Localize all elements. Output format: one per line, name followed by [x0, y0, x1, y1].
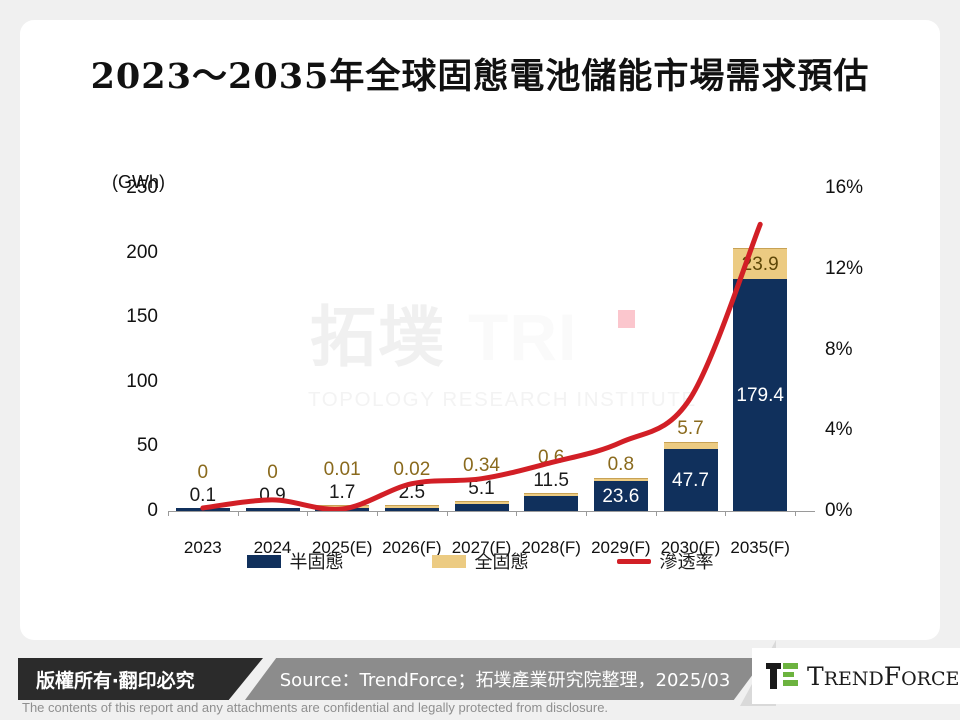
bar-label-all-solid: 23.9: [741, 253, 779, 275]
trendforce-logo-text: TRENDFORCE: [807, 661, 960, 691]
bar-label-all-solid: 0.34: [463, 455, 500, 477]
copyright-text: 版權所有‧翻印必究: [36, 669, 195, 692]
bar-label-all-solid: 0.02: [393, 458, 431, 480]
bar-segment-all-solid: [663, 442, 718, 450]
legend-label: 半固態: [289, 552, 344, 573]
page-title: 2023～2035年全球固態電池儲能市場需求預估: [90, 56, 870, 97]
bar-label-all-solid: 5.7: [677, 418, 704, 440]
x-axis-tick-2029F: 2029(F): [591, 538, 651, 557]
legend-item-3[interactable]: 滲透率: [616, 548, 714, 574]
legend-swatch: [246, 554, 281, 568]
y-axis-tick-left: 250: [126, 177, 158, 198]
bar-label-all-solid: 0: [197, 462, 209, 483]
legend-item-2[interactable]: 全固態: [431, 548, 529, 574]
bar-segment-all-solid: [454, 501, 509, 505]
x-axis-tickmark: [586, 511, 587, 516]
x-axis-tick-2028F: 2028(F): [521, 538, 581, 557]
copyright-ribbon: 版權所有‧翻印必究: [18, 658, 263, 700]
bar-group: 47.7 5.7: [663, 188, 718, 511]
bar-label-semi-solid: 5.1: [468, 478, 495, 500]
bar-group: 1.7 0.01: [315, 188, 370, 511]
bar-label-semi-solid: 47.7: [672, 470, 709, 492]
bar-segment-all-solid: [593, 477, 648, 481]
bar-label-semi-solid: 11.5: [533, 470, 569, 492]
bar-label-semi-solid: 1.7: [328, 482, 356, 503]
footer: 版權所有‧翻印必究 Source：TrendForce；拓墣產業研究院整理，20…: [0, 640, 960, 720]
y-axis-tick-right: 8%: [825, 338, 853, 360]
x-axis-tick-2025E: 2025(E): [311, 538, 373, 557]
bar-segment-semi-solid: [593, 480, 648, 511]
bar-label-all-solid: 0.8: [607, 453, 635, 475]
legend-label: 全固態: [474, 552, 529, 573]
legend-swatch: [431, 554, 466, 568]
source-ribbon: Source：TrendForce；拓墣產業研究院整理，2025/03: [245, 658, 765, 700]
x-axis-tick-2035F: 2035(F): [730, 538, 790, 557]
bar-group: 5.1 0.34: [454, 188, 509, 511]
bar-group: 2.5 0.02: [384, 188, 439, 511]
legend-item-1[interactable]: 半固態: [246, 548, 344, 574]
bar-segment-all-solid: [384, 504, 439, 508]
y-axis-tick-left: 200: [126, 241, 158, 263]
x-axis-tick-2027F: 2027(F): [451, 538, 512, 557]
y-axis-unit-label: (GWh): [112, 172, 165, 192]
y-axis-tick-right: 16%: [825, 177, 864, 198]
y-axis-tick-left: 100: [126, 370, 158, 392]
bar-segment-all-solid: [524, 493, 579, 497]
y-axis-tick-right: 12%: [825, 257, 864, 279]
bar-label-all-solid: 0: [267, 462, 278, 483]
trendforce-logo: TRENDFORCE: [752, 648, 960, 704]
x-axis-tickmark: [377, 511, 378, 516]
x-axis-tickmark: [655, 511, 657, 516]
disclaimer-text: The contents of this report and any atta…: [22, 700, 609, 715]
x-axis-tickmark: [795, 511, 796, 516]
y-axis-tick-left: 0: [147, 500, 158, 521]
x-axis-tickmark: [168, 511, 169, 516]
y-axis-tick-left: 50: [136, 435, 158, 457]
legend-swatch: [616, 558, 651, 564]
chart-legend: 半固態 全固態 滲透率: [20, 548, 940, 574]
bar-segment-semi-solid: [663, 449, 718, 511]
bar-group: 23.6 0.8: [593, 188, 648, 511]
plot-area: 0.1 0 0.9 0 1.7 0.01 2.5 0.02 5.1 0.34 11.5 0.6 23.6…: [168, 188, 795, 512]
x-axis-line: [168, 511, 815, 512]
bar-group: 179.4 23.9: [733, 188, 788, 511]
x-axis-tick-2026F: 2026(F): [382, 538, 442, 557]
source-text: Source：TrendForce；拓墣產業研究院整理，2025/03: [279, 670, 731, 691]
bar-segment-semi-solid: [524, 496, 579, 511]
penetration-line-series: [200, 221, 763, 512]
bar-label-semi-solid: 0.1: [189, 485, 217, 506]
bar-label-semi-solid: 179.4: [736, 385, 784, 407]
x-axis-tickmark: [725, 511, 727, 516]
y-axis-tick-right: 0%: [825, 500, 853, 521]
bar-segment-semi-solid: [384, 507, 439, 511]
bar-segment-semi-solid: [733, 279, 788, 511]
chart-canvas: 拓墣 TRI TOPOLOGY RESEARCH INSTITUTE (GWh)…: [20, 20, 940, 640]
x-axis-tickmark: [446, 511, 448, 516]
bar-label-all-solid: 0.01: [323, 459, 361, 480]
trendforce-logo-icon: [766, 663, 798, 689]
y-axis-tick-right: 4%: [825, 419, 853, 441]
y-axis-tick-left: 150: [126, 306, 158, 328]
legend-label: 滲透率: [659, 552, 714, 573]
bar-segment-semi-solid: [454, 504, 509, 511]
x-axis-tickmark: [307, 511, 309, 516]
x-axis-tick-2023: 2023: [183, 538, 222, 557]
x-axis-tickmark: [516, 511, 518, 516]
chart-card: 2023～2035年全球固態電池儲能市場需求預估 拓墣 TRI TOPOLOGY…: [20, 20, 940, 640]
penetration-rate-line: [200, 221, 763, 512]
x-axis-tick-2024: 2024: [253, 538, 292, 557]
bar-label-semi-solid: 23.6: [602, 485, 640, 507]
x-axis-tick-2030F: 2030(F): [660, 538, 721, 557]
bar-segment-semi-solid: [245, 508, 300, 511]
x-axis-tickmark: [237, 511, 239, 516]
